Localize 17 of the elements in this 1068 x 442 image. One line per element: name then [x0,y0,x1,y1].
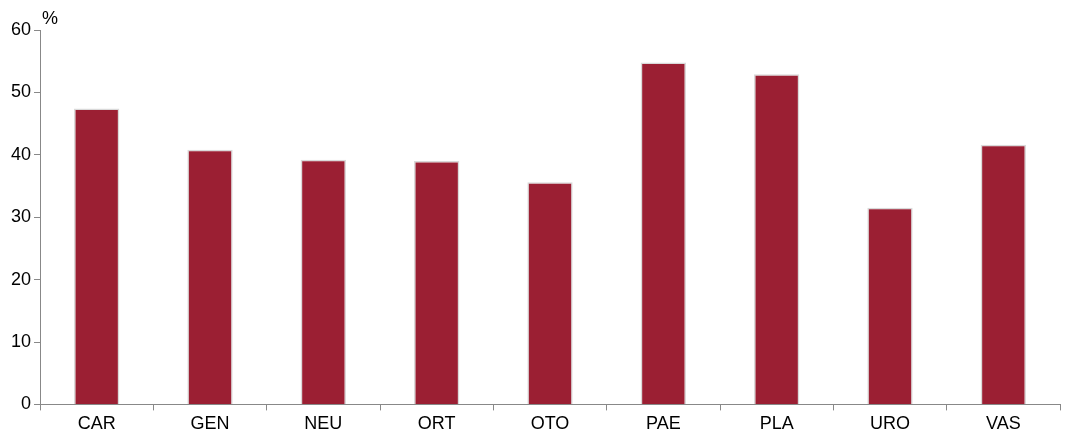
x-tick-label: VAS [985,413,1021,434]
x-tick-label: PAE [646,413,681,434]
y-tick-label: 10 [10,330,32,351]
x-tick-label: ORT [417,413,456,434]
x-tick-label: GEN [190,413,230,434]
x-tick-label: OTO [530,413,570,434]
x-tick-label: CAR [77,413,116,434]
y-tick-label: 40 [10,143,32,164]
x-tick-label: NEU [304,413,343,434]
y-tick-label: 30 [10,206,32,227]
x-tick-label: PLA [759,413,794,434]
x-tick-label: URO [870,413,910,434]
y-tick-label: 20 [10,268,32,289]
y-axis-title: % [42,7,59,28]
y-tick-label: 0 [21,393,32,414]
y-tick-label: 60 [10,18,32,39]
y-tick-label: 50 [10,81,32,102]
